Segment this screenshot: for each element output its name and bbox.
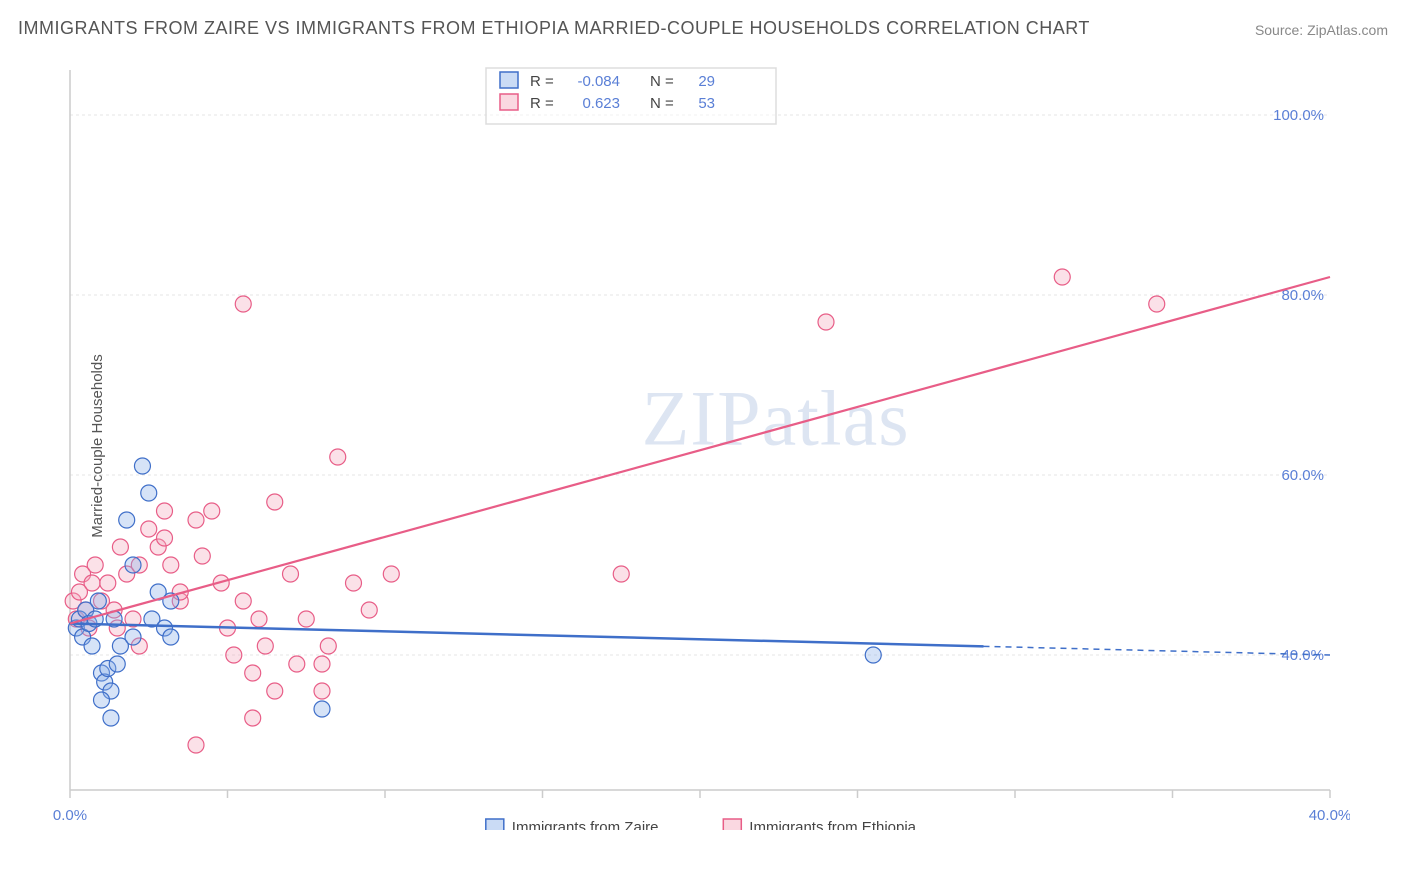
scatter-point (125, 629, 141, 645)
scatter-point (188, 737, 204, 753)
scatter-point (330, 449, 346, 465)
svg-text:R =: R = (530, 73, 554, 90)
trend-line (70, 277, 1330, 624)
scatter-point (204, 503, 220, 519)
scatter-point (245, 665, 261, 681)
scatter-point (1054, 269, 1070, 285)
scatter-point (109, 656, 125, 672)
legend-swatch (486, 819, 504, 830)
scatter-point (84, 575, 100, 591)
scatter-point (267, 494, 283, 510)
scatter-point (320, 638, 336, 654)
scatter-point (346, 575, 362, 591)
legend-label: Immigrants from Ethiopia (749, 819, 916, 830)
scatter-point (613, 566, 629, 582)
scatter-point (103, 710, 119, 726)
scatter-point (226, 647, 242, 663)
svg-text:0.623: 0.623 (582, 95, 620, 112)
scatter-point (87, 557, 103, 573)
scatter-point (125, 557, 141, 573)
scatter-point (194, 548, 210, 564)
x-tick-label: 0.0% (53, 807, 87, 824)
scatter-point (865, 647, 881, 663)
trend-line (70, 624, 984, 647)
svg-text:N =: N = (650, 95, 674, 112)
legend-label: Immigrants from Zaire (512, 819, 659, 830)
scatter-point (361, 602, 377, 618)
scatter-point (298, 611, 314, 627)
svg-text:53: 53 (698, 95, 715, 112)
scatter-point (818, 314, 834, 330)
chart-title: IMMIGRANTS FROM ZAIRE VS IMMIGRANTS FROM… (18, 18, 1090, 39)
svg-text:-0.084: -0.084 (577, 73, 620, 90)
scatter-point (251, 611, 267, 627)
y-tick-label: 60.0% (1281, 467, 1324, 484)
scatter-point (383, 566, 399, 582)
scatter-point (163, 557, 179, 573)
scatter-point (314, 656, 330, 672)
scatter-point (245, 710, 261, 726)
scatter-point (1149, 296, 1165, 312)
scatter-point (84, 638, 100, 654)
y-tick-label: 100.0% (1273, 107, 1324, 124)
legend-swatch (723, 819, 741, 830)
scatter-point (188, 512, 204, 528)
x-tick-label: 40.0% (1309, 807, 1350, 824)
scatter-point (119, 512, 135, 528)
scatter-point (267, 683, 283, 699)
scatter-point (235, 593, 251, 609)
svg-text:N =: N = (650, 73, 674, 90)
scatter-point (94, 692, 110, 708)
scatter-point (90, 593, 106, 609)
scatter-point (100, 575, 116, 591)
svg-text:R =: R = (530, 95, 554, 112)
scatter-point (157, 530, 173, 546)
correlation-legend: R = -0.084 N = 29 R = 0.623 N = 53 (486, 68, 776, 124)
correlation-chart: 0.0%40.0%40.0%60.0%80.0%100.0%ZIPatlasR … (50, 60, 1350, 830)
scatter-point (112, 539, 128, 555)
scatter-point (141, 485, 157, 501)
scatter-point (257, 638, 273, 654)
scatter-point (141, 521, 157, 537)
scatter-point (314, 701, 330, 717)
scatter-point (289, 656, 305, 672)
scatter-point (157, 503, 173, 519)
y-tick-label: 40.0% (1281, 647, 1324, 664)
trend-line-dashed (984, 646, 1331, 655)
source-attribution: Source: ZipAtlas.com (1255, 22, 1388, 38)
watermark: ZIPatlas (642, 374, 910, 461)
scatter-point (134, 458, 150, 474)
scatter-point (314, 683, 330, 699)
svg-text:29: 29 (698, 73, 715, 90)
scatter-point (235, 296, 251, 312)
scatter-point (283, 566, 299, 582)
scatter-point (163, 629, 179, 645)
